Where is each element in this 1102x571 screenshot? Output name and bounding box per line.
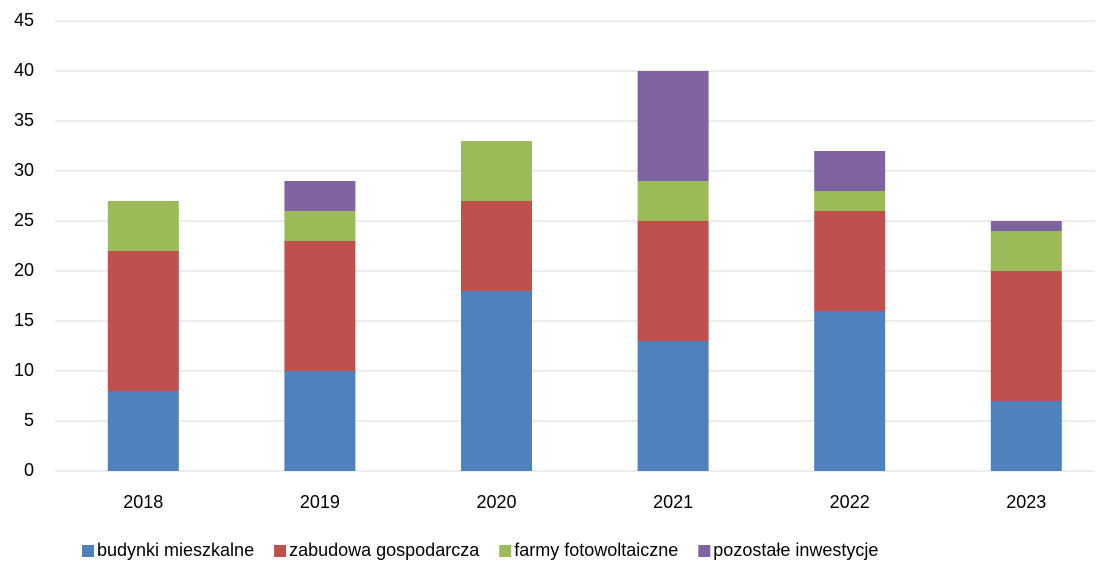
x-tick-label: 2022 [830,492,870,512]
legend-swatch [82,545,94,557]
legend-label: budynki mieszkalne [97,540,254,560]
x-tick-label: 2020 [476,492,516,512]
y-tick-label: 20 [14,260,34,280]
y-tick-label: 45 [14,10,34,30]
x-tick-label: 2021 [653,492,693,512]
bar-segment [284,211,356,241]
bar-segment [107,251,179,391]
y-tick-label: 30 [14,160,34,180]
bar-segment [990,401,1062,471]
legend-swatch [274,545,287,557]
x-tick-label: 2023 [1006,492,1046,512]
bar-segment [814,151,886,191]
y-tick-label: 0 [24,460,34,480]
x-tick-label: 2019 [300,492,340,512]
bar-segment [990,231,1062,271]
legend-label: farmy fotowoltaiczne [514,540,678,560]
bar-segment [637,71,709,181]
y-tick-label: 5 [24,410,34,430]
bar-segment [461,141,532,201]
legend-swatch [698,545,711,557]
bar-segment [637,181,709,221]
bar-segment [990,271,1062,401]
y-tick-label: 10 [14,360,34,380]
bar-segment [990,221,1062,231]
bar-segment [814,191,886,211]
legend-label: zabudowa gospodarcza [289,540,480,560]
bar-segment [637,341,709,471]
bar-segment [107,201,179,251]
y-tick-label: 25 [14,210,34,230]
x-tick-label: 2018 [123,492,163,512]
bar-segment [461,201,532,291]
legend-swatch [499,545,512,557]
bar-segment [107,391,179,471]
bar-segment [637,221,709,341]
bar-segment [284,371,356,471]
bar-segment [814,311,886,471]
bar-segment [461,291,532,471]
y-tick-label: 15 [14,310,34,330]
bar-segment [284,181,356,211]
legend-label: pozostałe inwestycje [713,540,878,560]
y-tick-label: 40 [14,60,34,80]
bar-segment [284,241,356,371]
y-tick-label: 35 [14,110,34,130]
bar-segment [814,211,886,311]
